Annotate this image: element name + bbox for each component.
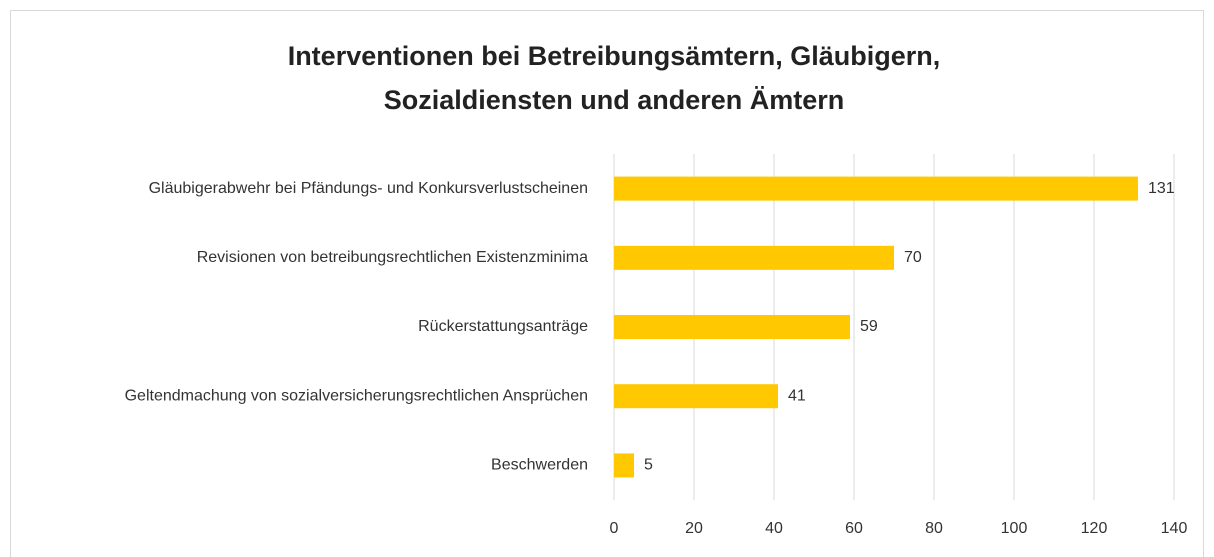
chart-title: Sozialdiensten und anderen Ämtern — [384, 85, 845, 115]
chart-title: Interventionen bei Betreibungsämtern, Gl… — [288, 41, 941, 71]
bar — [614, 453, 634, 478]
chart-frame — [10, 10, 1204, 557]
x-tick-label: 60 — [845, 520, 863, 537]
bar — [614, 384, 778, 409]
bar — [614, 315, 850, 339]
x-tick-label: 0 — [610, 520, 619, 537]
y-tick-label: Geltendmachung von sozialversicherungsre… — [125, 387, 588, 404]
y-tick-label: Gläubigerabwehr bei Pfändungs- und Konku… — [149, 180, 588, 197]
value-label: 5 — [644, 457, 653, 474]
y-tick-label: Revisionen von betreibungsrechtlichen Ex… — [197, 249, 588, 266]
value-label: 59 — [860, 318, 878, 335]
y-tick-label: Beschwerden — [491, 457, 588, 474]
x-tick-label: 40 — [765, 520, 783, 537]
value-label: 131 — [1148, 180, 1175, 197]
x-tick-label: 140 — [1161, 520, 1188, 537]
y-tick-label: Rückerstattungsanträge — [418, 318, 588, 335]
value-label: 70 — [904, 249, 922, 266]
value-label: 41 — [788, 387, 806, 404]
x-tick-label: 80 — [925, 520, 943, 537]
bar — [614, 245, 894, 270]
x-tick-label: 100 — [1001, 520, 1028, 537]
x-tick-label: 20 — [685, 520, 703, 537]
x-tick-label: 120 — [1081, 520, 1108, 537]
bar — [614, 176, 1138, 201]
